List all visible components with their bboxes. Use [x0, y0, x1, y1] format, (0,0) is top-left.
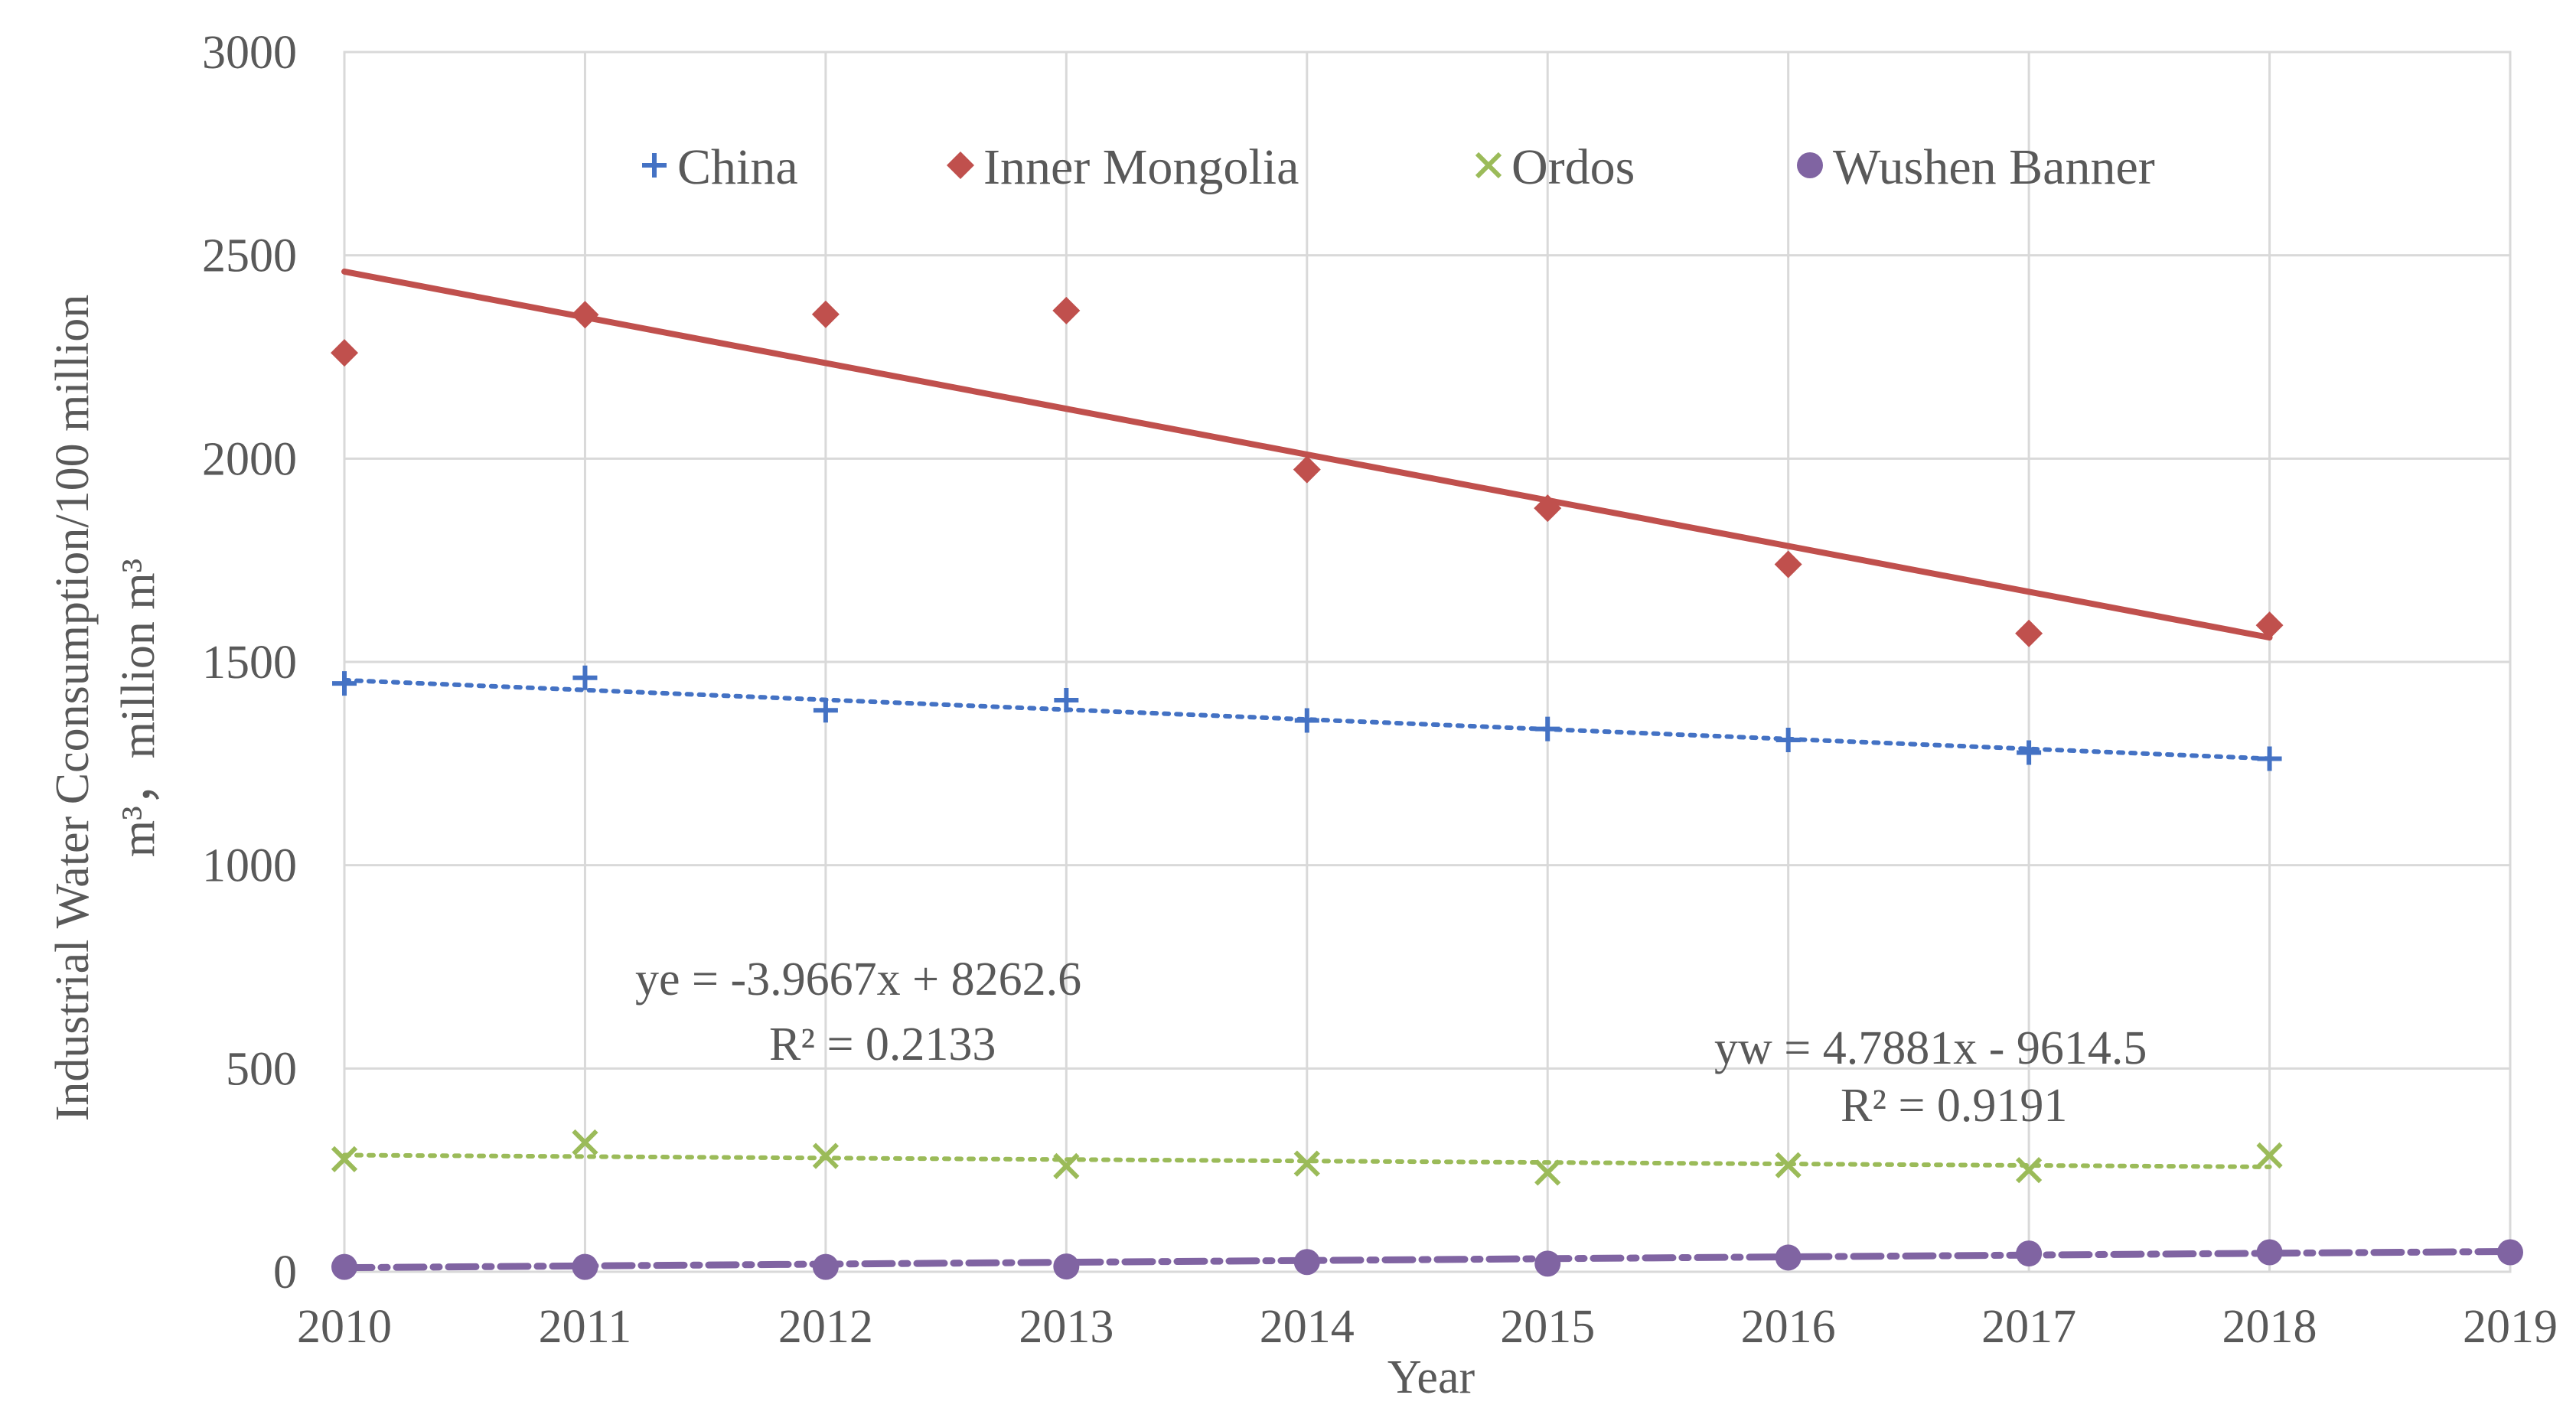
x-axis-title: Year: [1387, 1351, 1475, 1403]
point-china: [1054, 687, 1079, 712]
point-china: [1535, 716, 1560, 741]
x-tick-label: 2010: [297, 1301, 392, 1353]
point-inner-mongolia: [1293, 455, 1321, 484]
grid: [343, 51, 2512, 1273]
x-tick-label: 2011: [539, 1301, 632, 1353]
x-tick-label: 2015: [1500, 1301, 1595, 1353]
point-ordos: [1053, 1152, 1080, 1179]
point-ordos: [572, 1129, 598, 1156]
point-inner-mongolia: [1052, 296, 1081, 324]
point-ordos: [1775, 1152, 1802, 1178]
point-inner-mongolia: [571, 301, 599, 329]
point-inner-mongolia: [331, 339, 358, 367]
point-ordos: [812, 1142, 840, 1169]
y-tick-label: 0: [273, 1247, 297, 1299]
point-ordos: [1293, 1150, 1320, 1177]
point-inner-mongolia: [1534, 494, 1562, 523]
x-tick-label: 2019: [2463, 1301, 2558, 1353]
x-tick-label: 2018: [2222, 1301, 2317, 1353]
point-wushen-banner: [1775, 1244, 1802, 1271]
markers: [331, 296, 2523, 1280]
point-wushen-banner: [1293, 1249, 1320, 1276]
legend-marker-china: [642, 153, 667, 178]
trendline-ordos: [342, 1152, 2272, 1169]
y-axis-title-line2: m³，million m³: [112, 559, 165, 857]
trendline-inner-mongolia: [341, 268, 2273, 641]
point-china: [332, 671, 357, 696]
trendline-wushen-banner: [341, 1247, 2514, 1272]
y-tick-label: 1500: [202, 637, 297, 689]
trendline-china: [342, 677, 2272, 761]
point-inner-mongolia: [2015, 619, 2043, 647]
x-tick-label: 2017: [1981, 1301, 2076, 1353]
annotation-yw-equation: yw = 4.7881x - 9614.5: [1714, 1022, 2147, 1074]
annotation-ye-equation: ye = -3.9667x + 8262.6: [635, 953, 1081, 1005]
y-tick-label: 1000: [202, 840, 297, 892]
legend: China Inner Mongolia Ordos Wushen Banner: [642, 139, 2155, 195]
point-wushen-banner: [1534, 1250, 1561, 1277]
legend-marker-ordos: [1475, 152, 1502, 179]
point-ordos: [331, 1146, 358, 1172]
point-china: [2017, 740, 2042, 765]
legend-marker-wushen-banner: [1797, 152, 1823, 178]
point-wushen-banner: [2497, 1239, 2523, 1266]
point-inner-mongolia: [811, 300, 840, 328]
point-china: [2257, 746, 2282, 771]
legend-label-wushen-banner: Wushen Banner: [1833, 139, 2155, 195]
legend-label-inner-mongolia: Inner Mongolia: [983, 139, 1299, 195]
x-tick-labels: 2010 2011 2012 2013 2014 2015 2016 2017 2018 2019: [297, 1301, 2558, 1353]
point-wushen-banner: [812, 1253, 839, 1280]
point-china: [1775, 728, 1801, 753]
legend-label-china: China: [677, 139, 798, 195]
x-tick-label: 2012: [778, 1301, 873, 1353]
point-inner-mongolia: [2255, 611, 2284, 640]
point-wushen-banner: [331, 1253, 357, 1280]
x-tick-label: 2016: [1741, 1301, 1836, 1353]
point-wushen-banner: [572, 1253, 598, 1280]
y-tick-label: 2500: [202, 230, 297, 282]
y-tick-label: 2000: [202, 433, 297, 485]
point-ordos: [2256, 1142, 2283, 1169]
point-wushen-banner: [2016, 1240, 2043, 1267]
y-tick-label: 3000: [202, 27, 297, 79]
y-tick-labels: 0 500 1000 1500 2000 2500 3000: [202, 27, 297, 1299]
annotation-ye-r2: R² = 0.2133: [769, 1018, 996, 1071]
legend-marker-inner-mongolia: [947, 152, 974, 179]
legend-label-ordos: Ordos: [1511, 139, 1635, 195]
point-china: [1294, 708, 1319, 733]
point-ordos: [2015, 1157, 2043, 1184]
x-tick-label: 2013: [1019, 1301, 1114, 1353]
trendlines: [341, 268, 2514, 1272]
point-china: [572, 665, 598, 690]
plot-area-frame: [343, 51, 2512, 1273]
y-axis-title: Industrial Water Cconsumption/100 millio…: [47, 295, 165, 1122]
y-axis-title-line1: Industrial Water Cconsumption/100 millio…: [47, 295, 99, 1122]
point-wushen-banner: [1053, 1253, 1080, 1280]
x-tick-label: 2014: [1260, 1301, 1355, 1353]
point-china: [813, 698, 838, 723]
annotation-yw-r2: R² = 0.9191: [1841, 1080, 2067, 1132]
point-inner-mongolia: [1774, 550, 1802, 579]
point-wushen-banner: [2256, 1239, 2283, 1266]
point-ordos: [1534, 1159, 1561, 1186]
y-tick-label: 500: [226, 1043, 297, 1095]
